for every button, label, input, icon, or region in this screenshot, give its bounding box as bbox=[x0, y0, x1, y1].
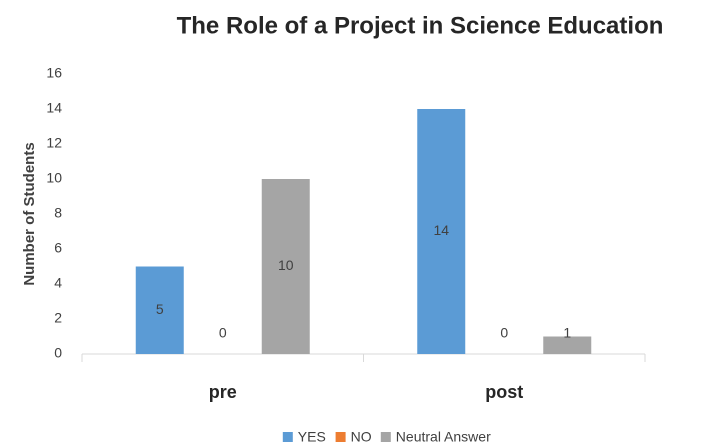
y-tick-label: 12 bbox=[46, 135, 62, 151]
y-tick-label: 8 bbox=[54, 205, 62, 221]
data-label: 0 bbox=[219, 325, 227, 341]
data-label: 14 bbox=[433, 222, 449, 238]
data-label: 10 bbox=[278, 257, 294, 273]
bar bbox=[417, 109, 466, 354]
y-axis-label: Number of Students bbox=[21, 142, 38, 285]
y-tick-label: 6 bbox=[54, 240, 62, 256]
bar bbox=[261, 179, 310, 354]
data-label: 5 bbox=[156, 301, 164, 317]
legend-label: YES bbox=[298, 429, 326, 445]
chart-title: The Role of a Project in Science Educati… bbox=[177, 12, 664, 39]
x-tick-label: pre bbox=[209, 382, 237, 402]
bar bbox=[135, 266, 184, 354]
legend-swatch bbox=[335, 432, 346, 442]
y-tick-label: 4 bbox=[54, 275, 62, 291]
data-label: 0 bbox=[500, 325, 508, 341]
legend: YES NO Neutral Answer bbox=[282, 429, 491, 445]
y-tick-label: 14 bbox=[46, 100, 62, 116]
data-label: 1 bbox=[563, 325, 571, 341]
y-tick-label: 10 bbox=[46, 170, 62, 186]
bar bbox=[543, 336, 592, 354]
legend-swatch bbox=[282, 432, 293, 442]
y-tick-label: 16 bbox=[46, 65, 62, 81]
legend-label: NO bbox=[351, 429, 372, 445]
y-tick-label: 2 bbox=[54, 310, 62, 326]
y-tick-label: 0 bbox=[54, 345, 62, 361]
x-tick-label: post bbox=[485, 382, 523, 402]
legend-label: Neutral Answer bbox=[396, 429, 491, 445]
legend-swatch bbox=[380, 432, 391, 442]
